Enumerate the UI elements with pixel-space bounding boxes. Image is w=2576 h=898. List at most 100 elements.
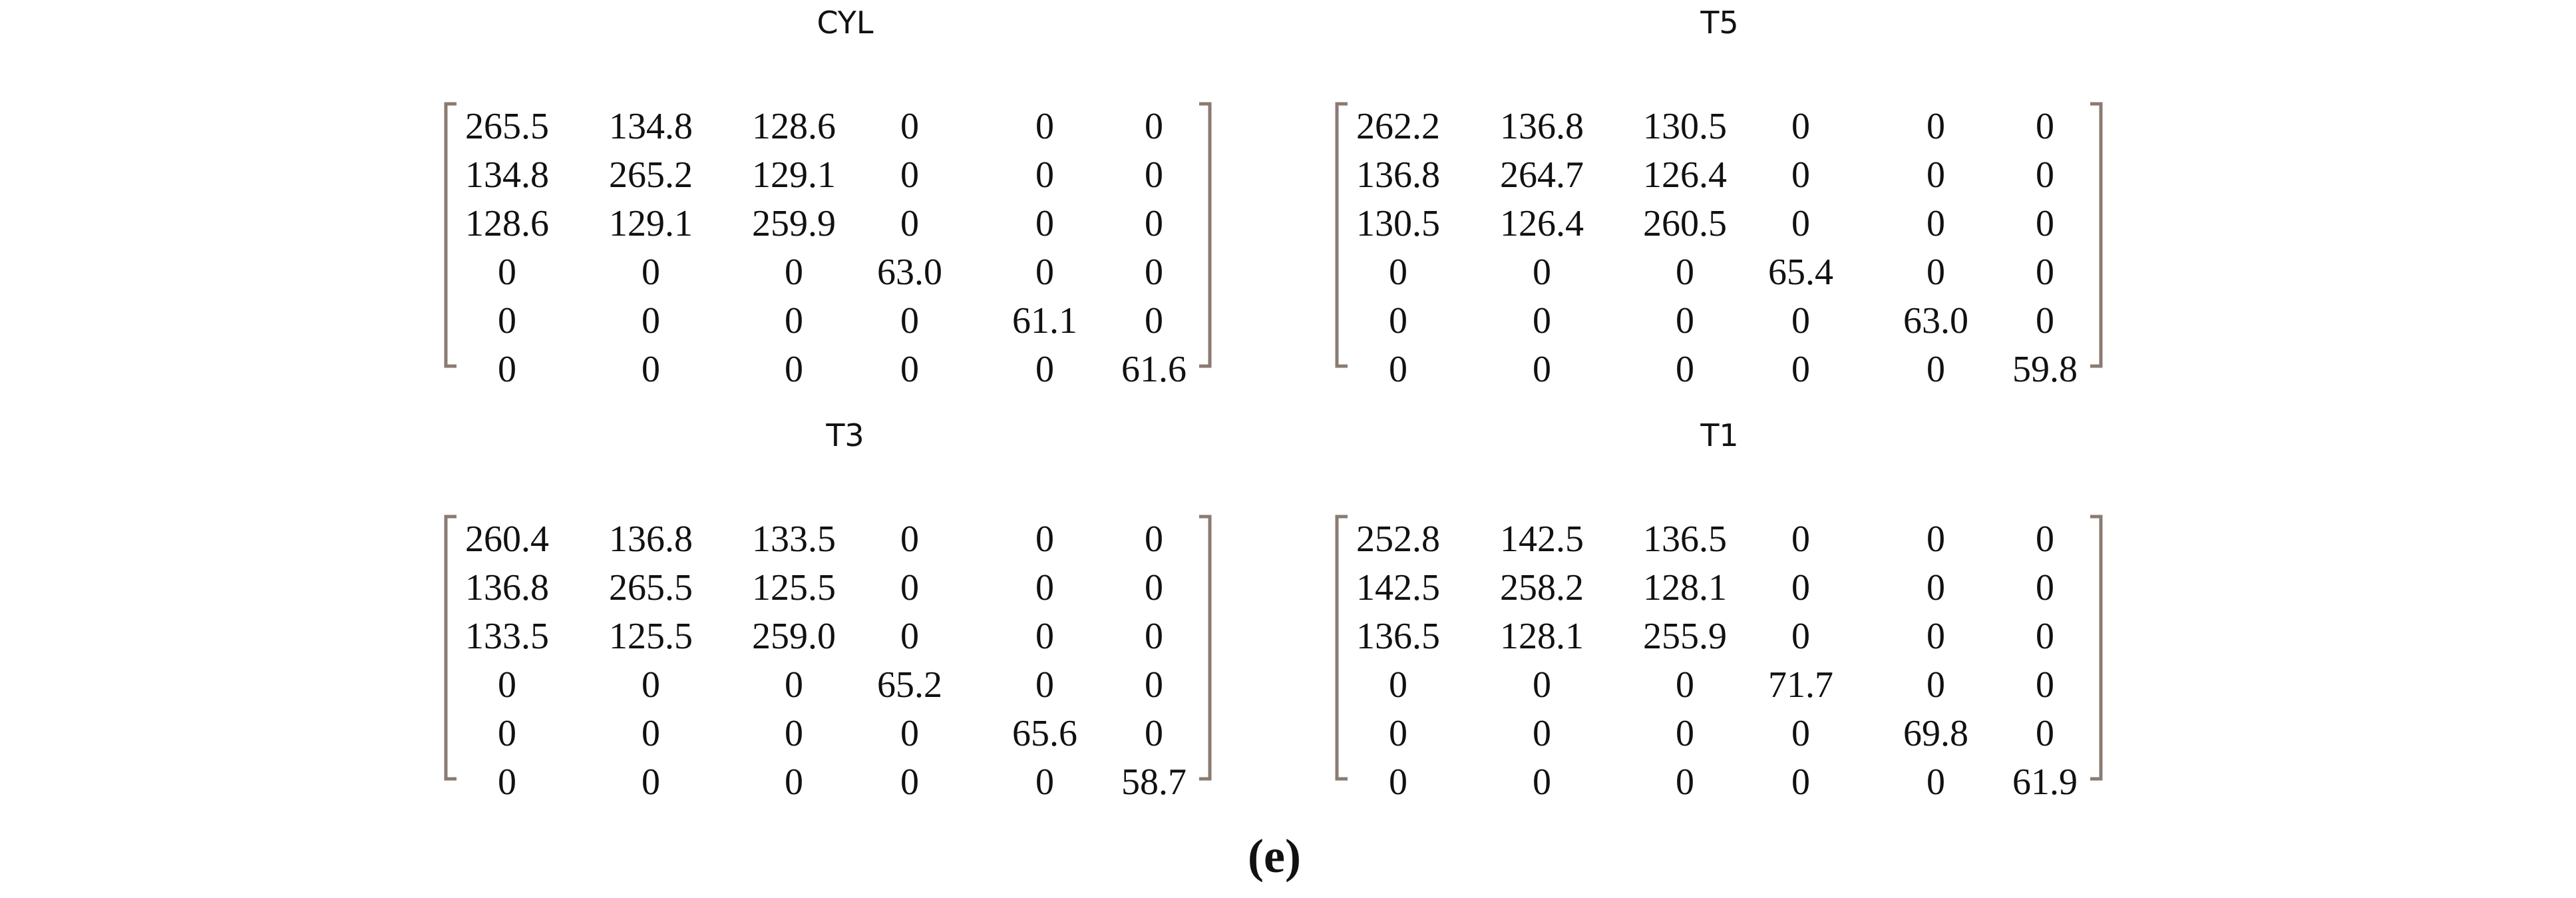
matrix-cell: 0 (900, 713, 919, 754)
matrix-cell: 0 (1676, 713, 1694, 754)
matrix-cell: 0 (2036, 252, 2054, 293)
matrix-cell: 260.4 (465, 519, 549, 560)
matrix-cell: 0 (1791, 106, 1810, 147)
matrix-cell: 130.5 (1643, 106, 1727, 147)
matrix-cell: 0 (1035, 203, 1054, 244)
matrix-cell: 0 (900, 762, 919, 803)
matrix-cell: 0 (900, 203, 919, 244)
matrix-cell: 133.5 (465, 616, 549, 657)
matrix-cell: 130.5 (1356, 203, 1440, 244)
matrix-cell: 0 (785, 713, 803, 754)
matrix-cell: 0 (1533, 252, 1551, 293)
matrix-cell: 63.0 (877, 252, 942, 293)
matrix-cell: 59.8 (2012, 349, 2078, 390)
matrix-cell: 0 (642, 762, 660, 803)
matrix-cell: 0 (498, 664, 516, 706)
matrix-cell: 61.1 (1012, 300, 1077, 341)
matrix-cell: 129.1 (609, 203, 693, 244)
matrix-cell: 0 (1791, 154, 1810, 196)
matrix-cell: 0 (498, 762, 516, 803)
matrix-cell: 0 (1927, 252, 1945, 293)
matrix-cell: 65.6 (1012, 713, 1077, 754)
matrix-cell: 258.2 (1500, 567, 1584, 608)
matrix-cell: 125.5 (752, 567, 836, 608)
matrix-title: CYL (817, 5, 873, 41)
matrix-cell: 0 (1145, 713, 1163, 754)
matrix-cell: 0 (1145, 664, 1163, 706)
matrix-cell: 0 (1035, 762, 1054, 803)
matrix-cell: 0 (900, 349, 919, 390)
matrix-cell: 136.8 (609, 519, 693, 560)
matrix-cell: 125.5 (609, 616, 693, 657)
matrix-cell: 128.1 (1643, 567, 1727, 608)
matrix-cell: 0 (1927, 567, 1945, 608)
matrix-cell: 0 (900, 300, 919, 341)
matrix-cell: 0 (2036, 567, 2054, 608)
matrix-cell: 58.7 (1121, 762, 1187, 803)
matrix-cell: 0 (2036, 713, 2054, 754)
bracket-left (444, 102, 457, 368)
matrix-cell: 0 (1145, 300, 1163, 341)
matrix-cell: 265.5 (465, 106, 549, 147)
bracket-left (444, 515, 457, 781)
matrix-cell: 0 (1791, 713, 1810, 754)
matrix-cell: 252.8 (1356, 519, 1440, 560)
matrix-cell: 0 (1145, 519, 1163, 560)
matrix-cell: 0 (2036, 519, 2054, 560)
matrix-cell: 0 (900, 154, 919, 196)
bracket-right (1199, 515, 1212, 781)
matrix-cell: 0 (1145, 106, 1163, 147)
bracket-left (1335, 102, 1348, 368)
matrix-cell: 0 (1389, 762, 1407, 803)
matrix-cell: 0 (1927, 154, 1945, 196)
matrix-cell: 136.8 (465, 567, 549, 608)
matrix-cell: 69.8 (1903, 713, 1968, 754)
matrix-cell: 65.4 (1768, 252, 1833, 293)
caption: (e) (1248, 829, 1301, 883)
bracket-right (1199, 102, 1212, 368)
matrix-cell: 265.2 (609, 154, 693, 196)
matrix-cell: 0 (1035, 664, 1054, 706)
matrix-cell: 0 (1927, 664, 1945, 706)
matrix-cell: 0 (1676, 664, 1694, 706)
matrix-cell: 0 (1791, 762, 1810, 803)
matrix-cell: 0 (785, 300, 803, 341)
matrix-cell: 136.8 (1500, 106, 1584, 147)
matrix-cell: 0 (2036, 154, 2054, 196)
matrix-cell: 0 (1389, 349, 1407, 390)
matrix-cell: 0 (1035, 252, 1054, 293)
matrix-cell: 71.7 (1768, 664, 1833, 706)
matrix-cell: 0 (498, 252, 516, 293)
matrix-cell: 0 (1533, 300, 1551, 341)
matrix-cell: 0 (1035, 349, 1054, 390)
matrix-cell: 142.5 (1356, 567, 1440, 608)
matrix-cell: 61.6 (1121, 349, 1187, 390)
matrix-cell: 0 (1791, 616, 1810, 657)
matrix-title: T5 (1700, 5, 1738, 41)
matrix-cell: 0 (1927, 203, 1945, 244)
matrix-cell: 0 (1145, 567, 1163, 608)
matrix-cell: 0 (1927, 349, 1945, 390)
matrix-cell: 0 (1145, 203, 1163, 244)
matrix-cell: 134.8 (609, 106, 693, 147)
matrix-cell: 0 (1389, 713, 1407, 754)
matrix-cell: 0 (785, 762, 803, 803)
matrix-cell: 136.5 (1643, 519, 1727, 560)
matrix-cell: 0 (1035, 154, 1054, 196)
matrix-cell: 260.5 (1643, 203, 1727, 244)
matrix-cell: 0 (1389, 252, 1407, 293)
matrix-cell: 0 (1927, 762, 1945, 803)
matrix-title: T1 (1700, 417, 1738, 453)
matrix-cell: 0 (1145, 252, 1163, 293)
matrix-cell: 0 (1927, 616, 1945, 657)
matrix-cell: 0 (498, 349, 516, 390)
matrix-cell: 264.7 (1500, 154, 1584, 196)
matrix-cell: 0 (1791, 300, 1810, 341)
matrix-cell: 126.4 (1500, 203, 1584, 244)
matrix-cell: 0 (900, 567, 919, 608)
matrix-cell: 134.8 (465, 154, 549, 196)
matrix-cell: 63.0 (1903, 300, 1968, 341)
matrix-cell: 0 (642, 664, 660, 706)
matrix-cell: 0 (1791, 567, 1810, 608)
